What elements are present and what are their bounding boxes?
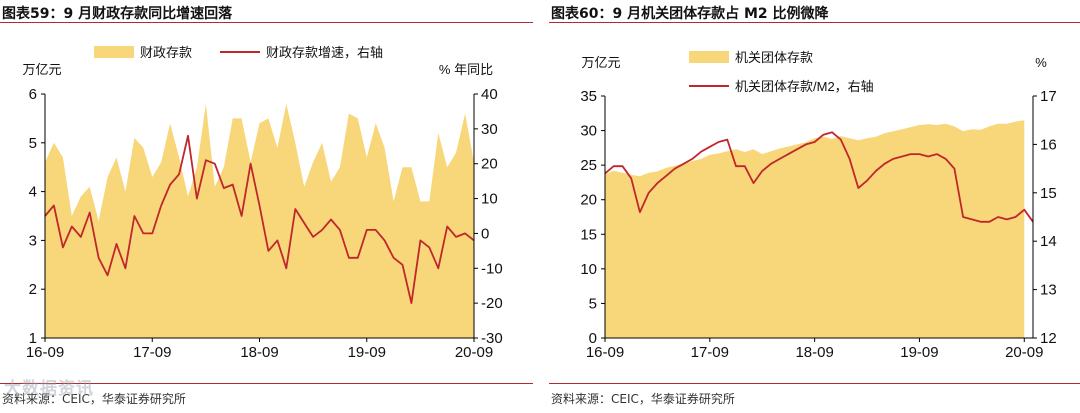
left-tick-label: 3 <box>29 232 37 249</box>
right-tick-label: 0 <box>481 225 489 242</box>
source-divider <box>0 383 533 384</box>
left-axis-unit: 万亿元 <box>581 55 620 70</box>
legend-label: 财政存款 <box>140 45 192 60</box>
legend-label: 机关团体存款/M2，右轴 <box>735 79 874 94</box>
left-axis-unit: 万亿元 <box>22 62 61 77</box>
series-line <box>604 131 1034 223</box>
right-tick-label: 16 <box>1040 136 1057 153</box>
right-axis-unit: % 年同比 <box>439 62 493 77</box>
series-line <box>44 134 475 304</box>
title-divider <box>549 22 1080 23</box>
source-note: 资料来源：CEIC，华泰证券研究所 <box>2 392 186 406</box>
left-tick-label: 1 <box>29 330 37 347</box>
x-tick-label: 16-09 <box>26 344 64 361</box>
right-tick-label: 15 <box>1040 185 1057 202</box>
left-tick-label: 0 <box>589 330 597 347</box>
left-tick-label: 25 <box>580 157 597 174</box>
institution-deposit-chart: 0 5 10 15 20 25 30 35 12 13 14 15 16 17 16-09 17-09 18-0… <box>580 50 1057 361</box>
left-tick-label: 15 <box>580 226 597 243</box>
series-area <box>45 103 474 338</box>
right-tick-label: 17 <box>1040 88 1057 105</box>
right-tick-label: -30 <box>481 330 503 347</box>
right-tick-label: 13 <box>1040 282 1057 299</box>
left-tick-label: 30 <box>580 123 597 140</box>
x-tick-label: 16-09 <box>586 344 624 361</box>
left-tick-label: 10 <box>580 261 597 278</box>
left-tick-label: 2 <box>29 281 37 298</box>
left-tick-label: 20 <box>580 192 597 209</box>
x-tick-label: 18-09 <box>240 344 278 361</box>
source-note: 资料来源：CEIC，华泰证券研究所 <box>551 392 735 406</box>
legend-swatch-area <box>689 51 729 63</box>
right-tick-label: 40 <box>481 86 498 103</box>
left-tick-label: 5 <box>589 295 597 312</box>
right-tick-label: -10 <box>481 260 503 277</box>
right-tick-label: 10 <box>481 191 498 208</box>
x-tick-label: 17-09 <box>133 344 171 361</box>
watermark: 大数据资讯 <box>4 379 94 399</box>
x-tick-label: 18-09 <box>795 344 833 361</box>
right-tick-label: 14 <box>1040 233 1057 250</box>
x-tick-label: 19-09 <box>900 344 938 361</box>
source-divider <box>549 383 1080 384</box>
x-tick-label: 20-09 <box>455 344 493 361</box>
left-tick-label: 35 <box>580 88 597 105</box>
series-area <box>605 120 1025 338</box>
right-tick-label: 20 <box>481 156 498 173</box>
chart-title: 图表59：9 月财政存款同比增速回落 <box>2 6 233 22</box>
x-tick-label: 17-09 <box>691 344 729 361</box>
left-tick-label: 6 <box>29 86 37 103</box>
left-tick-label: 4 <box>29 184 37 201</box>
x-tick-label: 20-09 <box>1005 344 1043 361</box>
legend-label: 机关团体存款 <box>735 50 813 65</box>
legend-swatch-area <box>94 46 134 58</box>
chart-panel-institution-deposits: 图表60：9 月机关团体存款占 M2 比例微降 0 5 10 15 20 25 30 35 12… <box>549 0 1080 413</box>
chart-title: 图表60：9 月机关团体存款占 M2 比例微降 <box>551 6 829 22</box>
left-tick-label: 5 <box>29 135 37 152</box>
chart-panel-fiscal-deposits: 图表59：9 月财政存款同比增速回落 1 2 3 4 5 6 -30 -20 -10 0 10 20 3… <box>0 0 533 413</box>
right-axis-unit: % <box>1035 55 1047 70</box>
right-tick-label: 12 <box>1040 330 1057 347</box>
title-divider <box>0 22 533 23</box>
right-tick-label: -20 <box>481 295 503 312</box>
fiscal-deposit-chart: 1 2 3 4 5 6 -30 -20 -10 0 10 20 30 40 16-09 17-09 18-09 1… <box>22 45 503 361</box>
legend-label: 财政存款增速，右轴 <box>266 45 383 60</box>
x-tick-label: 19-09 <box>348 344 386 361</box>
right-tick-label: 30 <box>481 121 498 138</box>
